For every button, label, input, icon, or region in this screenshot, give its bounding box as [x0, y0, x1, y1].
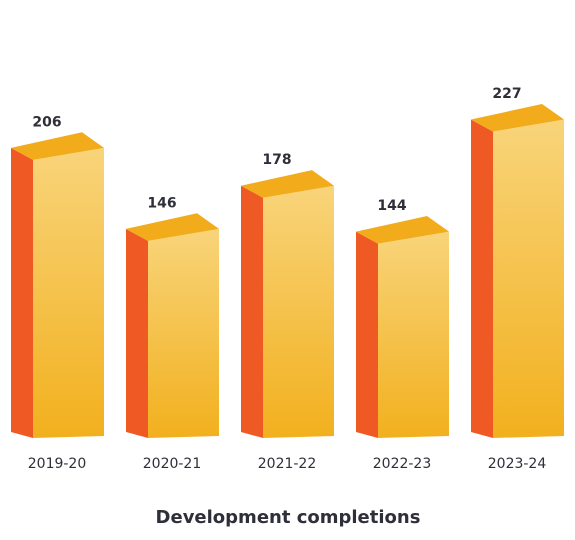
x-tick-label-2021-22: 2021-22 [258, 456, 317, 472]
bar-side-face [241, 185, 263, 438]
bar-front-face [493, 119, 564, 439]
bar-front-face [378, 231, 449, 438]
data-label-2023-24: 227 [492, 86, 521, 102]
bar-top-face [241, 170, 334, 198]
bar-2023-24 [471, 103, 564, 439]
bar-side-face [356, 231, 378, 438]
data-label-2020-21: 146 [147, 195, 176, 211]
bars-group [11, 103, 564, 439]
data-label-2022-23: 144 [377, 198, 406, 214]
data-label-2019-20: 206 [32, 114, 61, 130]
x-tick-label-2022-23: 2022-23 [373, 456, 432, 472]
bar-top-face [356, 216, 449, 244]
x-tick-label-2023-24: 2023-24 [488, 456, 547, 472]
bar-2021-22 [241, 170, 334, 438]
bar-top-face [126, 213, 219, 241]
x-tick-label-2019-20: 2019-20 [28, 456, 87, 472]
data-label-2021-22: 178 [262, 152, 291, 168]
bar-top-face [11, 132, 104, 160]
bar-2022-23 [356, 216, 449, 438]
x-tick-label-2020-21: 2020-21 [143, 456, 202, 472]
bar-front-face [33, 147, 104, 438]
bar-top-face [471, 103, 564, 132]
value-labels-group: 206 146 178 144 227 [32, 86, 521, 214]
x-tick-labels-group: 2019-20 2020-21 2021-22 2022-23 2023-24 [28, 456, 547, 472]
chart-title: Development completions [156, 507, 421, 528]
bar-front-face [263, 185, 334, 438]
bar-2019-20 [11, 132, 104, 438]
bar-side-face [126, 228, 148, 438]
bar-side-face [11, 147, 33, 438]
bar-2020-21 [126, 213, 219, 438]
bar-side-face [471, 119, 493, 439]
bar-front-face [148, 228, 219, 438]
